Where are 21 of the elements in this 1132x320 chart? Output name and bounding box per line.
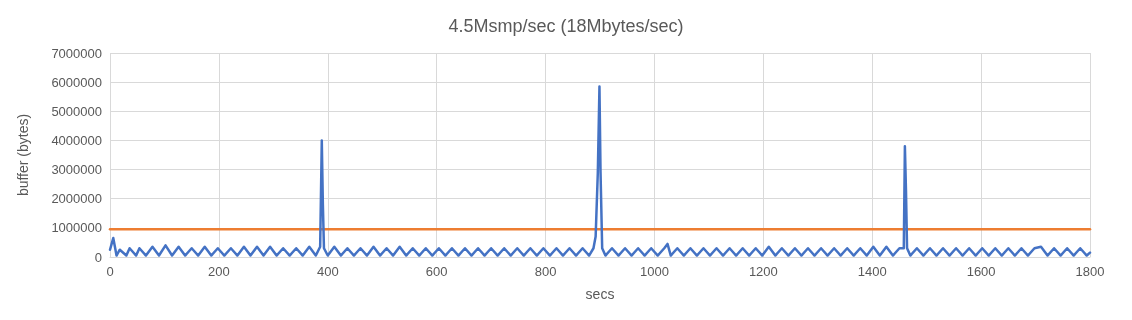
y-tick-label: 1000000 [51, 220, 102, 236]
x-tick-label: 600 [425, 264, 448, 279]
x-tick-label: 200 [208, 264, 230, 279]
y-tick-label: 6000000 [51, 74, 102, 90]
y-tick-label: 5000000 [51, 103, 102, 119]
y-tick-label: 0 [94, 249, 102, 265]
x-tick-label: 1400 [857, 264, 887, 279]
x-tick-label: 800 [534, 264, 557, 279]
y-axis-title: buffer (bytes) [15, 113, 31, 197]
x-tick-label: 0 [106, 264, 114, 279]
y-tick-label: 3000000 [51, 162, 102, 178]
y-tick-label: 7000000 [51, 45, 102, 61]
x-tick-label: 1200 [748, 264, 778, 279]
chart-title: 4.5Msmp/sec (18Mbytes/sec) [448, 16, 684, 36]
x-tick-label: 1000 [639, 264, 669, 279]
x-tick-label: 1600 [966, 264, 996, 279]
x-axis-title: secs [585, 286, 615, 302]
y-tick-label: 4000000 [51, 132, 102, 148]
x-tick-label: 1800 [1075, 264, 1105, 279]
y-tick-label: 2000000 [51, 191, 102, 207]
x-tick-label: 400 [316, 264, 339, 279]
